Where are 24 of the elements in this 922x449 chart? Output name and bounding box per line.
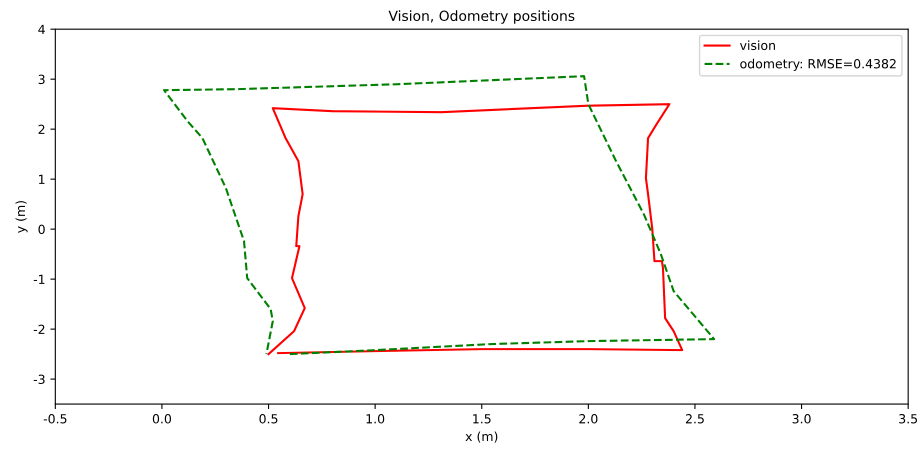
line-series	[267, 103, 684, 356]
x-tick-label: 2.5	[686, 414, 704, 424]
y-tick-label: 1	[39, 174, 44, 184]
y-tick-label: 0	[38, 224, 45, 234]
x-tick-label: 1.0	[366, 414, 384, 424]
y-tick-label: 4	[38, 24, 45, 34]
x-tick-label: 3.5	[899, 414, 918, 424]
x-tick-label: 0.0	[152, 414, 172, 424]
y-tick-label: -1	[34, 274, 44, 284]
legend-label: vision	[740, 40, 775, 50]
x-axis-title: x (m)	[465, 431, 498, 443]
x-tick-label: 2.0	[579, 414, 598, 424]
x-tick-label: 3.0	[792, 414, 811, 424]
y-axis-title: y (m)	[15, 201, 28, 233]
x-tick-label: -0.5	[44, 414, 66, 424]
y-tick-label: -2	[34, 324, 44, 334]
legend-label: odometry: RMSE=0.4382	[740, 58, 896, 71]
x-tick-label: 0.5	[259, 414, 278, 424]
x-tick-label: 1.5	[473, 414, 491, 424]
y-tick-label: 3	[38, 74, 45, 84]
chart-title: Vision, Odometry positions	[388, 10, 574, 24]
y-tick-label: -3	[34, 374, 45, 384]
y-tick-label: 2	[38, 124, 44, 134]
line-series	[163, 75, 716, 356]
